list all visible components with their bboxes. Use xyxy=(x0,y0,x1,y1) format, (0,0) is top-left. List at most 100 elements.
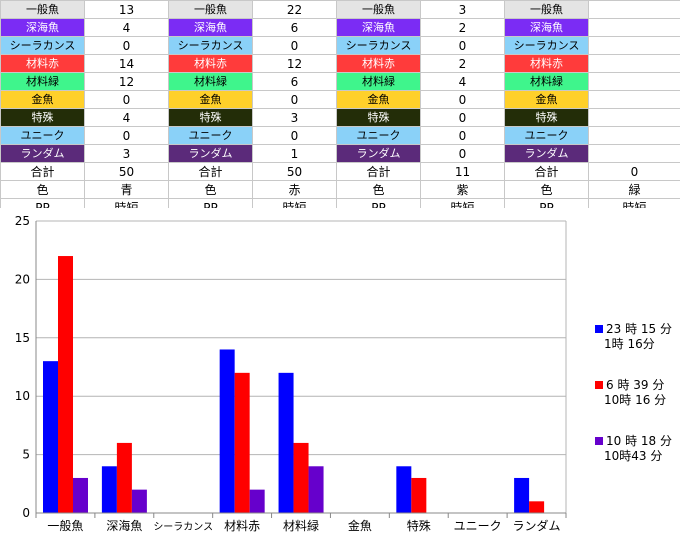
table-row: 一般魚 13 一般魚 22 一般魚 3 一般魚 xyxy=(0,0,680,19)
count-cell[interactable] xyxy=(588,144,680,163)
x-tick-label: 材料緑 xyxy=(283,518,319,533)
category-label-cell[interactable]: 一般魚 xyxy=(336,0,421,19)
count-cell[interactable] xyxy=(588,90,680,109)
total-value-cell[interactable]: 50 xyxy=(84,162,169,181)
category-label-cell[interactable]: 深海魚 xyxy=(168,18,253,37)
total-label-cell[interactable]: 合計 xyxy=(504,162,589,181)
category-label-cell[interactable]: シーラカンス xyxy=(0,36,85,55)
category-label-cell[interactable]: ランダム xyxy=(0,144,85,163)
count-cell[interactable]: 0 xyxy=(84,90,169,109)
category-label-cell[interactable]: 特殊 xyxy=(504,108,589,127)
table-row: ランダム 3 ランダム 1 ランダム 0 ランダム xyxy=(0,144,680,163)
category-label-cell[interactable]: 材料赤 xyxy=(0,54,85,73)
table-row: 材料緑 12 材料緑 6 材料緑 4 材料緑 xyxy=(0,72,680,91)
category-label-cell[interactable]: シーラカンス xyxy=(168,36,253,55)
count-cell[interactable]: 6 xyxy=(252,72,337,91)
color-label-cell[interactable]: 色 xyxy=(168,180,253,199)
count-cell[interactable]: 0 xyxy=(84,36,169,55)
category-label-cell[interactable]: 材料緑 xyxy=(0,72,85,91)
category-label-cell[interactable]: 特殊 xyxy=(0,108,85,127)
x-tick-label: シーラカンス xyxy=(153,521,213,533)
bar xyxy=(249,489,265,513)
legend-label: 1時 16分 xyxy=(604,337,655,351)
count-cell[interactable]: 2 xyxy=(420,54,505,73)
count-cell[interactable]: 0 xyxy=(84,126,169,145)
color-label-cell[interactable]: 色 xyxy=(336,180,421,199)
color-label-cell[interactable]: 色 xyxy=(0,180,85,199)
count-cell[interactable] xyxy=(588,18,680,37)
total-label-cell[interactable]: 合計 xyxy=(336,162,421,181)
count-cell[interactable]: 1 xyxy=(252,144,337,163)
total-value-cell[interactable]: 11 xyxy=(420,162,505,181)
count-cell[interactable]: 14 xyxy=(84,54,169,73)
legend-label: 23 時 15 分 xyxy=(606,322,672,336)
count-cell[interactable] xyxy=(588,126,680,145)
category-label-cell[interactable]: 材料緑 xyxy=(336,72,421,91)
count-cell[interactable]: 6 xyxy=(252,18,337,37)
category-label-cell[interactable]: 材料緑 xyxy=(504,72,589,91)
count-cell[interactable]: 0 xyxy=(252,126,337,145)
count-cell[interactable]: 4 xyxy=(84,108,169,127)
category-label-cell[interactable]: 材料赤 xyxy=(504,54,589,73)
count-cell[interactable]: 0 xyxy=(420,144,505,163)
category-label-cell[interactable]: ユニーク xyxy=(168,126,253,145)
category-label-cell[interactable]: 一般魚 xyxy=(0,0,85,19)
count-cell[interactable] xyxy=(588,0,680,19)
color-value-cell[interactable]: 赤 xyxy=(252,180,337,199)
count-cell[interactable]: 3 xyxy=(252,108,337,127)
category-label-cell[interactable]: ユニーク xyxy=(0,126,85,145)
total-label-cell[interactable]: 合計 xyxy=(168,162,253,181)
category-label-cell[interactable]: シーラカンス xyxy=(504,36,589,55)
count-cell[interactable]: 22 xyxy=(252,0,337,19)
count-cell[interactable] xyxy=(588,54,680,73)
bar xyxy=(58,256,73,513)
color-value-cell[interactable]: 緑 xyxy=(588,180,680,199)
bar xyxy=(116,442,132,513)
category-label-cell[interactable]: ランダム xyxy=(336,144,421,163)
category-label-cell[interactable]: ランダム xyxy=(504,144,589,163)
count-cell[interactable]: 3 xyxy=(420,0,505,19)
count-cell[interactable]: 2 xyxy=(420,18,505,37)
count-cell[interactable]: 0 xyxy=(420,108,505,127)
category-label-cell[interactable]: 金魚 xyxy=(336,90,421,109)
bar xyxy=(101,466,117,513)
category-label-cell[interactable]: ユニーク xyxy=(336,126,421,145)
total-value-cell[interactable]: 50 xyxy=(252,162,337,181)
total-value-cell[interactable]: 0 xyxy=(588,162,680,181)
count-cell[interactable] xyxy=(588,108,680,127)
color-value-cell[interactable]: 青 xyxy=(84,180,169,199)
count-cell[interactable]: 12 xyxy=(252,54,337,73)
count-cell[interactable] xyxy=(588,72,680,91)
count-cell[interactable]: 4 xyxy=(84,18,169,37)
total-label-cell[interactable]: 合計 xyxy=(0,162,85,181)
count-cell[interactable]: 0 xyxy=(420,36,505,55)
category-label-cell[interactable]: 材料赤 xyxy=(336,54,421,73)
category-label-cell[interactable]: 金魚 xyxy=(168,90,253,109)
count-cell[interactable]: 0 xyxy=(420,126,505,145)
category-label-cell[interactable]: 一般魚 xyxy=(168,0,253,19)
category-label-cell[interactable]: 金魚 xyxy=(504,90,589,109)
count-cell[interactable]: 0 xyxy=(252,90,337,109)
category-label-cell[interactable]: 深海魚 xyxy=(336,18,421,37)
table-row: 深海魚 4 深海魚 6 深海魚 2 深海魚 xyxy=(0,18,680,37)
count-cell[interactable]: 0 xyxy=(252,36,337,55)
count-cell[interactable]: 13 xyxy=(84,0,169,19)
color-label-cell[interactable]: 色 xyxy=(504,180,589,199)
count-cell[interactable]: 0 xyxy=(420,90,505,109)
count-cell[interactable]: 3 xyxy=(84,144,169,163)
count-cell[interactable] xyxy=(588,36,680,55)
count-cell[interactable]: 12 xyxy=(84,72,169,91)
category-label-cell[interactable]: 材料緑 xyxy=(168,72,253,91)
category-label-cell[interactable]: 深海魚 xyxy=(504,18,589,37)
category-label-cell[interactable]: ユニーク xyxy=(504,126,589,145)
category-label-cell[interactable]: 材料赤 xyxy=(168,54,253,73)
category-label-cell[interactable]: ランダム xyxy=(168,144,253,163)
category-label-cell[interactable]: 金魚 xyxy=(0,90,85,109)
category-label-cell[interactable]: シーラカンス xyxy=(336,36,421,55)
category-label-cell[interactable]: 一般魚 xyxy=(504,0,589,19)
category-label-cell[interactable]: 特殊 xyxy=(336,108,421,127)
color-value-cell[interactable]: 紫 xyxy=(420,180,505,199)
count-cell[interactable]: 4 xyxy=(420,72,505,91)
category-label-cell[interactable]: 特殊 xyxy=(168,108,253,127)
category-label-cell[interactable]: 深海魚 xyxy=(0,18,85,37)
